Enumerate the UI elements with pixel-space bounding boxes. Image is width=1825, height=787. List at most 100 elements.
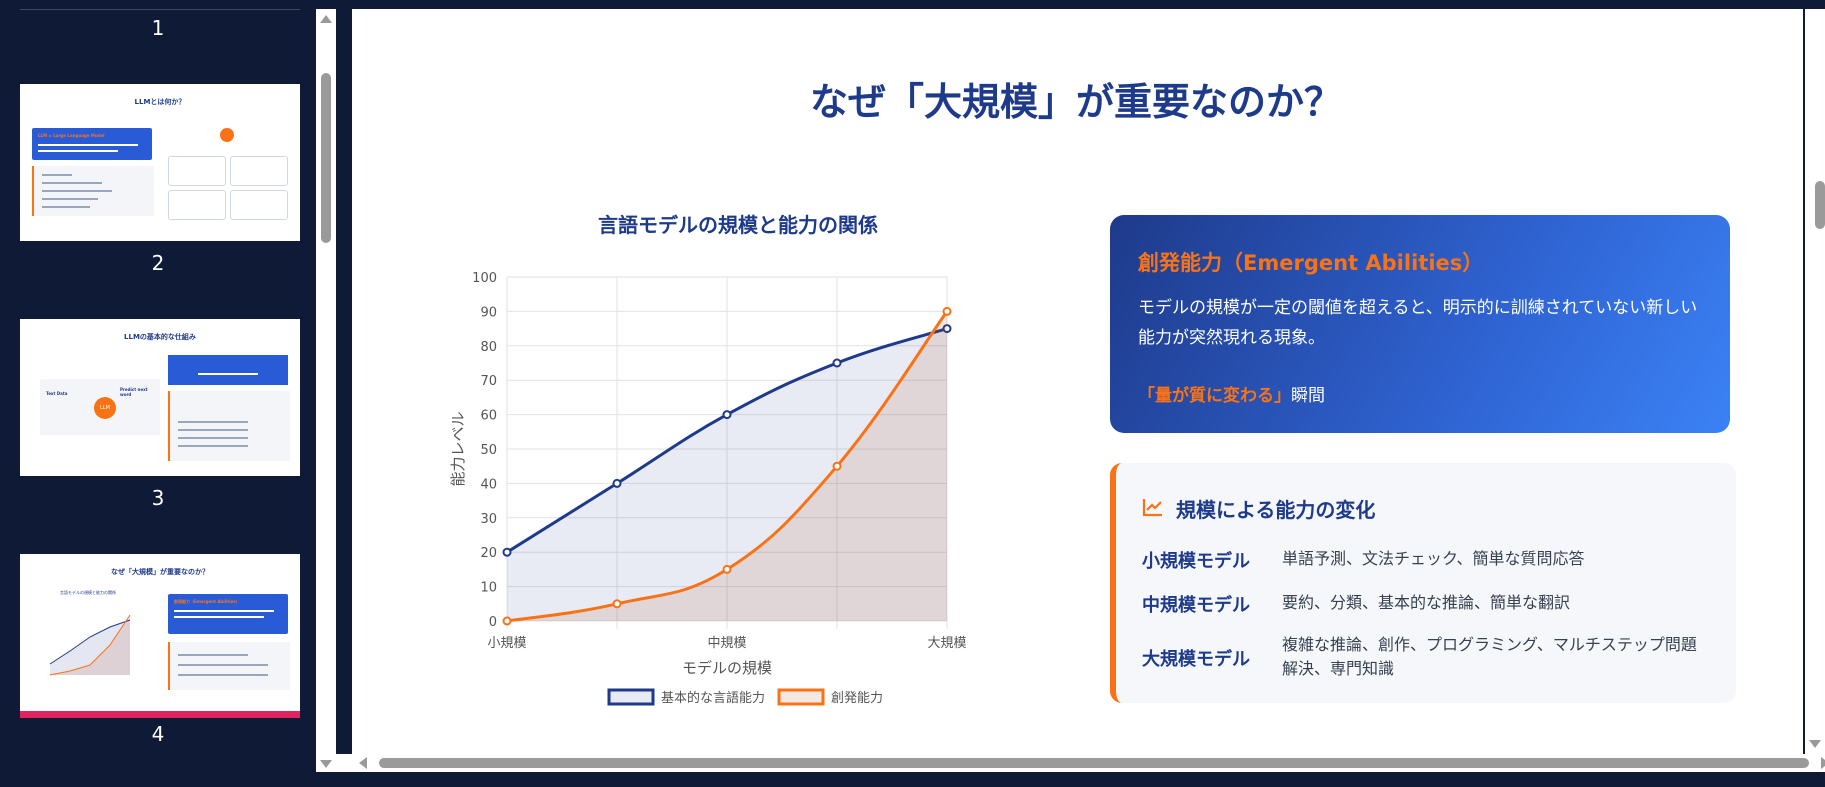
y-tick-label: 60	[480, 409, 497, 424]
y-tick-label: 80	[480, 340, 497, 355]
emergent-card-title: 創発能力（Emergent Abilities）	[1138, 251, 1484, 275]
scroll-down-icon[interactable]	[320, 760, 332, 768]
x-tick-label: 小規模	[487, 636, 526, 651]
horizontal-scroll-thumb[interactable]	[379, 758, 1809, 768]
llm-circle: LLM	[94, 397, 116, 419]
y-tick-label: 10	[480, 581, 497, 596]
slide-number: 4	[151, 722, 165, 746]
x-tick-label: 大規模	[927, 636, 966, 651]
thumb-title: LLMとは何か？	[134, 98, 186, 106]
legend-label: 基本的な言語能力	[661, 690, 765, 706]
thumb-line	[178, 421, 248, 423]
series-area	[507, 311, 947, 621]
slide-panel: 1 LLMとは何か？ LLM = Large Language Model 2 …	[0, 0, 316, 787]
thumb-line	[42, 190, 112, 192]
emergent-card-body: モデルの規模が一定の閾値を超えると、明示的に訓練されていない新しい能力が突然現れ…	[1138, 298, 1698, 348]
thumb-title: なぜ「大規模」が重要なのか？	[111, 568, 209, 576]
data-point	[502, 547, 512, 557]
row-label: 大規模モデル	[1142, 649, 1250, 670]
thumb-card	[230, 190, 288, 220]
slide-number: 1	[151, 16, 165, 40]
legend-swatch	[777, 688, 825, 706]
thumb-line	[42, 182, 102, 184]
emergent-card-quote: 「量が質に変わる」瞬間	[1138, 381, 1325, 406]
brain-icon	[220, 128, 234, 142]
chart-title: 言語モデルの規模と能力の関係	[598, 213, 878, 237]
vertical-scroll-thumb[interactable]	[321, 73, 331, 243]
data-point	[832, 358, 842, 368]
thumb-box	[168, 642, 290, 690]
thumb-chart-title: 言語モデルの規模と能力の関係	[60, 590, 116, 595]
scale-card-title: 規模による能力の変化	[1176, 498, 1376, 522]
thumb-chart	[49, 614, 131, 676]
y-tick-label: 0	[489, 615, 497, 630]
emergent-abilities-card: 創発能力（Emergent Abilities） モデルの規模が一定の閾値を超え…	[1110, 215, 1730, 433]
scroll-up-icon[interactable]	[320, 15, 332, 23]
thumb-line	[178, 654, 248, 656]
thumb-box	[168, 355, 288, 385]
x-axis-title: モデルの規模	[682, 659, 772, 677]
thumb-line	[174, 610, 274, 612]
scale-capability-card: 規模による能力の変化 小規模モデル 単語予測、文法チェック、簡単な質問応答 中規…	[1110, 463, 1736, 703]
data-point	[502, 616, 512, 626]
data-point	[612, 599, 622, 609]
x-tick-label: 中規模	[707, 636, 746, 651]
y-tick-label: 70	[480, 374, 497, 389]
thumb-card	[168, 190, 226, 220]
thumb-box: 創発能力（Emergent Abilities）	[168, 594, 288, 634]
thumb-line	[42, 198, 98, 200]
row-text: 単語予測、文法チェック、簡単な質問応答	[1282, 549, 1585, 568]
thumb-line	[178, 437, 248, 439]
y-tick-label: 100	[472, 271, 497, 286]
thumb-box: LLM = Large Language Model	[32, 128, 152, 160]
row-label: 中規模モデル	[1142, 595, 1250, 616]
y-tick-label: 50	[480, 443, 497, 458]
legend-swatch	[607, 688, 655, 706]
right-scroll-thumb[interactable]	[1815, 181, 1825, 229]
thumb-line	[178, 664, 268, 666]
thumb-card	[230, 156, 288, 186]
slide-thumbnail-4[interactable]: なぜ「大規模」が重要なのか？ 言語モデルの規模と能力の関係 創発能力（Emerg…	[20, 554, 300, 718]
thumb-box	[32, 166, 154, 216]
thumb-line	[174, 616, 264, 618]
y-axis-title: 能力レベル	[449, 411, 467, 486]
thumb-title: LLMの基本的な仕組み	[124, 333, 196, 341]
slide-thumbnail-2[interactable]: LLMとは何か？ LLM = Large Language Model	[20, 84, 300, 241]
row-label: 小規模モデル	[1142, 551, 1250, 572]
vertical-scrollbar[interactable]	[316, 9, 336, 768]
data-point	[612, 478, 622, 488]
slide-number: 3	[151, 486, 165, 510]
thumb-box: Text Data Predict next word LLM	[40, 379, 160, 435]
thumb-line	[178, 445, 248, 447]
y-tick-label: 20	[480, 546, 497, 561]
thumb-line	[178, 429, 248, 431]
data-point	[942, 324, 952, 334]
thumb-text: Predict next word	[120, 387, 148, 397]
line-chart-icon	[1142, 499, 1162, 517]
thumb-box-heading: 創発能力（Emergent Abilities）	[174, 599, 240, 604]
thumb-line	[38, 150, 118, 152]
thumb-card	[168, 156, 226, 186]
y-tick-label: 40	[480, 477, 497, 492]
thumb-line	[42, 174, 72, 176]
thumb-box-heading: LLM = Large Language Model	[38, 133, 105, 138]
series-area	[507, 328, 947, 621]
scroll-down-icon[interactable]	[1809, 740, 1821, 748]
y-tick-label: 30	[480, 512, 497, 527]
data-point	[832, 461, 842, 471]
y-tick-label: 90	[480, 305, 497, 320]
quote-highlight: 「量が質に変わる」	[1138, 386, 1291, 406]
viewer-gutter	[336, 9, 352, 754]
legend-label: 創発能力	[831, 691, 883, 706]
quote-rest: 瞬間	[1291, 386, 1325, 406]
data-point	[722, 564, 732, 574]
horizontal-scrollbar[interactable]	[336, 754, 1825, 772]
slide-thumbnail-3[interactable]: LLMの基本的な仕組み Text Data Predict next word …	[20, 319, 300, 476]
scroll-left-icon[interactable]	[359, 757, 367, 769]
divider	[20, 9, 300, 10]
right-scrollbar[interactable]	[1805, 9, 1825, 763]
row-text: 複雑な推論、創作、プログラミング、マルチステップ問題解決、専門知識	[1282, 635, 1697, 678]
scroll-right-icon[interactable]	[1821, 757, 1825, 769]
slide-title: なぜ「大規模」が重要なのか？	[809, 80, 1342, 124]
